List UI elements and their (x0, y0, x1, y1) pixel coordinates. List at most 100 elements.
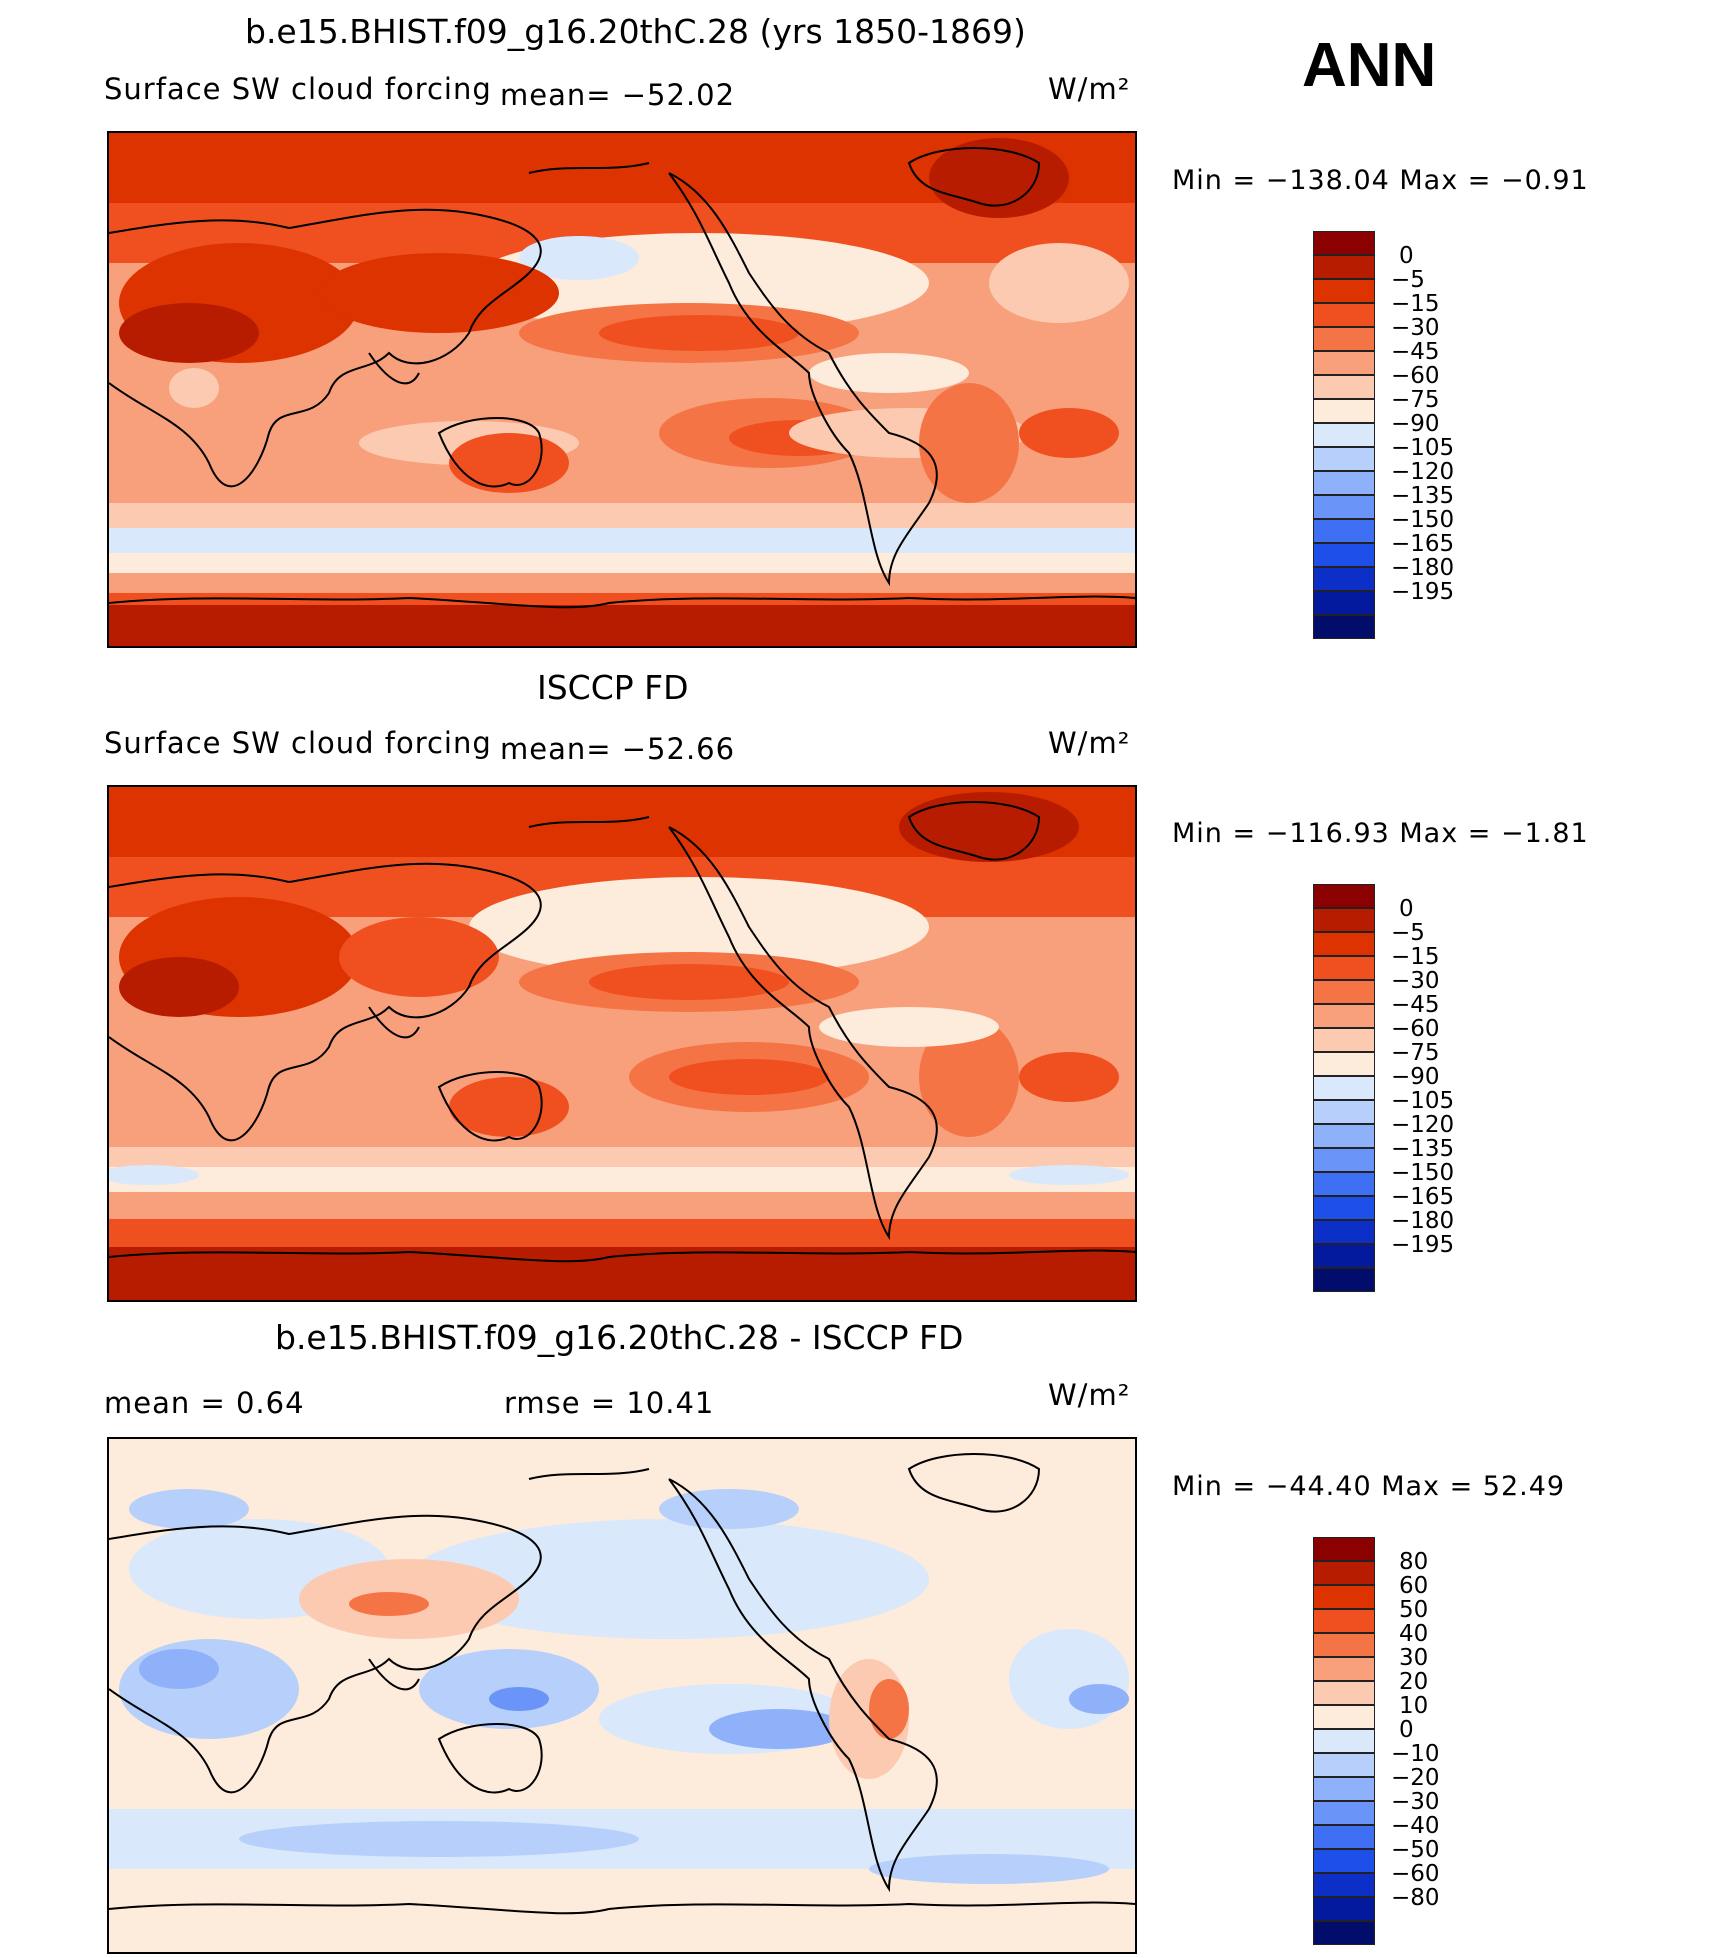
colorbar-tick-label: −5 (1391, 920, 1425, 946)
colorbar-tick-label: 0 (1399, 1717, 1414, 1743)
colorbar-tick-label: 40 (1399, 1621, 1429, 1647)
colorbar-tick-label: −20 (1391, 1765, 1440, 1791)
colorbar-swatch (1313, 567, 1375, 591)
panel-3-colorbar: 80 60 50 40 30 20 10 0 −10 −20 −30 −40 −50 −60 −80 (1313, 1537, 1440, 1945)
colorbar-swatch (1313, 1537, 1375, 1561)
colorbar-swatch (1313, 543, 1375, 567)
colorbar-swatch (1313, 519, 1375, 543)
colorbar-swatch (1313, 1076, 1375, 1100)
colorbar-tick-label: −150 (1391, 507, 1455, 533)
colorbar-tick-label: −135 (1391, 483, 1455, 509)
colorbar-swatch (1313, 351, 1375, 375)
colorbar-swatch (1313, 884, 1375, 908)
panel-3-units: W/m² (1048, 1378, 1131, 1412)
colorbar-swatch (1313, 1825, 1375, 1849)
colorbar-swatch (1313, 303, 1375, 327)
colorbar-swatch (1313, 423, 1375, 447)
colorbar-swatch (1313, 1849, 1375, 1873)
colorbar-swatch (1313, 1753, 1375, 1777)
colorbar-tick-label: −15 (1391, 944, 1440, 970)
colorbar-swatch (1313, 908, 1375, 932)
colorbar-tick-label: −60 (1391, 363, 1440, 389)
colorbar-swatch (1313, 1561, 1375, 1585)
panel-2-colorbar: 0 −5 −15 −30 −45 −60 −75 −90 −105 −120 −135 −150 −16… (1313, 884, 1454, 1292)
colorbar-tick-label: −165 (1391, 531, 1455, 557)
colorbar-tick-label: 10 (1399, 1693, 1429, 1719)
panel-3-map (107, 1437, 1137, 1954)
colorbar-swatch (1313, 1681, 1375, 1705)
colorbar-swatch (1313, 327, 1375, 351)
colorbar-swatch (1313, 932, 1375, 956)
panel-1-units: W/m² (1048, 72, 1131, 106)
panel-3-title: b.e15.BHIST.f09_g16.20thC.28 - ISCCP FD (275, 1318, 964, 1357)
colorbar-swatch (1313, 1172, 1375, 1196)
panel-2-map (107, 785, 1137, 1302)
colorbar-tick-label: −105 (1391, 1088, 1455, 1114)
season-label: ANN (1302, 31, 1437, 100)
panel-2-mean: mean= −52.66 (500, 732, 736, 766)
panel-1-map (107, 131, 1137, 648)
colorbar-swatch (1313, 1873, 1375, 1897)
colorbar-tick-label: 60 (1399, 1573, 1429, 1599)
panel-2-title: ISCCP FD (537, 668, 689, 707)
panel-1-field-label: Surface SW cloud forcing (104, 72, 492, 106)
panel-1-field-map (109, 133, 1135, 646)
panel-1-mean: mean= −52.02 (500, 78, 736, 112)
colorbar-swatch (1313, 591, 1375, 615)
colorbar-swatch (1313, 615, 1375, 639)
colorbar-swatch (1313, 1124, 1375, 1148)
colorbar-swatch (1313, 956, 1375, 980)
colorbar-swatch (1313, 1196, 1375, 1220)
colorbar-tick-label: −40 (1391, 1813, 1440, 1839)
colorbar-tick-label: 0 (1399, 896, 1414, 922)
colorbar-tick-label: −120 (1391, 459, 1455, 485)
colorbar-tick-label: −75 (1391, 387, 1440, 413)
colorbar-swatch (1313, 1585, 1375, 1609)
colorbar-swatch (1313, 980, 1375, 1004)
colorbar-swatch (1313, 1633, 1375, 1657)
colorbar-swatch (1313, 471, 1375, 495)
panel-2-field-map (109, 787, 1135, 1300)
panel-2-field-label: Surface SW cloud forcing (104, 726, 492, 760)
colorbar-tick-label: −90 (1391, 1064, 1440, 1090)
colorbar-swatch (1313, 1609, 1375, 1633)
colorbar-tick-label: 30 (1399, 1645, 1429, 1671)
colorbar-swatch (1313, 399, 1375, 423)
colorbar-tick-label: −60 (1391, 1016, 1440, 1042)
panel-1-colorbar: 0 −5 −15 −30 −45 −60 −75 −90 −105 −120 −135 −150 −16… (1313, 231, 1454, 639)
colorbar-tick-label: −60 (1391, 1861, 1440, 1887)
colorbar-tick-label: −90 (1391, 411, 1440, 437)
colorbar-tick-label: −165 (1391, 1184, 1455, 1210)
colorbar-tick-label: −30 (1391, 1789, 1440, 1815)
colorbar-swatch (1313, 1657, 1375, 1681)
colorbar-tick-label: −135 (1391, 1136, 1455, 1162)
colorbar-tick-label: −5 (1391, 267, 1425, 293)
panel-3-minmax: Min = −44.40 Max = 52.49 (1172, 1471, 1566, 1502)
colorbar-swatch (1313, 1148, 1375, 1172)
colorbar-tick-label: −30 (1391, 968, 1440, 994)
colorbar-tick-label: −105 (1391, 435, 1455, 461)
colorbar-swatch (1313, 1777, 1375, 1801)
colorbar-tick-label: −50 (1391, 1837, 1440, 1863)
colorbar-swatch (1313, 1028, 1375, 1052)
colorbar-swatch (1313, 231, 1375, 255)
panel-1-title: b.e15.BHIST.f09_g16.20thC.28 (yrs 1850-1… (245, 12, 1026, 51)
colorbar-tick-label: 80 (1399, 1549, 1429, 1575)
colorbar-tick-label: −195 (1391, 579, 1455, 605)
panel-1-minmax: Min = −138.04 Max = −0.91 (1172, 165, 1589, 196)
colorbar-tick-label: −45 (1391, 339, 1440, 365)
colorbar-swatch (1313, 1004, 1375, 1028)
colorbar-tick-label: −180 (1391, 555, 1455, 581)
colorbar-swatch (1313, 1705, 1375, 1729)
colorbar-tick-label: 50 (1399, 1597, 1429, 1623)
colorbar-tick-label: −120 (1391, 1112, 1455, 1138)
panel-3-difference-map (109, 1439, 1135, 1952)
panel-2-units: W/m² (1048, 726, 1131, 760)
colorbar-swatch (1313, 255, 1375, 279)
colorbar-tick-label: 20 (1399, 1669, 1429, 1695)
colorbar-tick-label: −80 (1391, 1885, 1440, 1911)
colorbar-tick-label: −150 (1391, 1160, 1455, 1186)
colorbar-tick-label: −75 (1391, 1040, 1440, 1066)
colorbar-tick-label: −195 (1391, 1232, 1455, 1258)
colorbar-tick-label: 0 (1399, 243, 1414, 269)
